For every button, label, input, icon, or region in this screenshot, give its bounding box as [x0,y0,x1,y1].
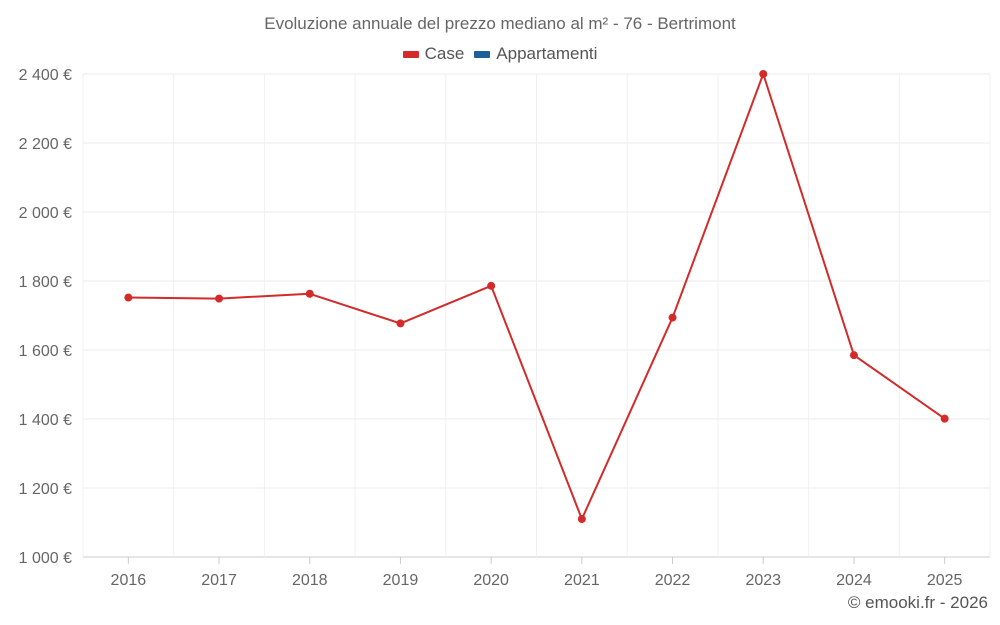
data-point [305,289,314,298]
chart-legend: Case Appartamenti [0,44,1000,64]
x-tick-label: 2024 [836,572,872,589]
legend-item-case[interactable]: Case [402,44,465,64]
legend-label-appartamenti: Appartamenti [496,44,598,63]
data-point [849,351,858,360]
x-tick-label: 2018 [292,572,328,589]
y-tick-label: 1 800 € [19,274,72,291]
y-tick-label: 2 400 € [19,67,72,84]
y-tick-label: 1 400 € [19,412,72,429]
y-tick-label: 1 200 € [19,481,72,498]
x-tick-label: 2016 [111,572,147,589]
legend-swatch-case [402,50,419,58]
y-tick-label: 2 200 € [19,136,72,153]
x-tick-label: 2019 [383,572,419,589]
data-point [577,515,586,524]
legend-swatch-appartamenti [474,50,491,58]
y-tick-label: 1 600 € [19,343,72,360]
x-tick-label: 2025 [927,572,963,589]
y-tick-label: 1 000 € [19,550,72,567]
legend-label-case: Case [424,44,465,63]
x-tick-label: 2017 [201,572,237,589]
data-point [940,414,949,423]
x-tick-label: 2022 [655,572,691,589]
x-tick-label: 2020 [473,572,509,589]
data-point [759,70,768,78]
data-point [668,313,677,322]
data-point [215,294,224,303]
chart-title: Evoluzione annuale del prezzo mediano al… [264,14,736,33]
data-point [124,293,133,302]
y-tick-label: 2 000 € [19,205,72,222]
copyright-footer: © emooki.fr - 2026 [847,593,988,612]
series-line-case [128,73,946,521]
data-point [487,281,496,290]
x-tick-label: 2021 [564,572,600,589]
data-point [396,319,405,328]
legend-item-appartamenti[interactable]: Appartamenti [474,44,597,64]
x-tick-label: 2023 [745,572,781,589]
